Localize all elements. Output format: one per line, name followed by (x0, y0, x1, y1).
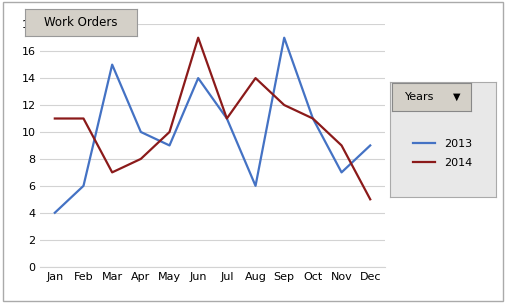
2013 (80, 184, 86, 188)
2013 (137, 130, 143, 134)
2013 (309, 117, 315, 120)
2014 (338, 144, 344, 147)
2014 (195, 36, 201, 39)
2014 (281, 103, 287, 107)
2013 (281, 36, 287, 39)
Text: Work Orders: Work Orders (44, 16, 118, 29)
Legend: 2013, 2014: 2013, 2014 (408, 134, 476, 172)
2013 (252, 184, 258, 188)
Text: ▼: ▼ (452, 92, 460, 102)
2013 (223, 117, 229, 120)
2014 (109, 171, 115, 174)
2014 (137, 157, 143, 161)
2013 (52, 211, 58, 215)
2013 (367, 144, 373, 147)
2014 (80, 117, 86, 120)
2014 (309, 117, 315, 120)
2013 (166, 144, 172, 147)
Line: 2013: 2013 (55, 38, 370, 213)
2013 (109, 63, 115, 66)
2014 (223, 117, 229, 120)
Line: 2014: 2014 (55, 38, 370, 199)
2013 (195, 76, 201, 80)
Text: Years: Years (404, 92, 433, 102)
2014 (252, 76, 258, 80)
2014 (166, 130, 172, 134)
2013 (338, 171, 344, 174)
2014 (367, 198, 373, 201)
2014 (52, 117, 58, 120)
